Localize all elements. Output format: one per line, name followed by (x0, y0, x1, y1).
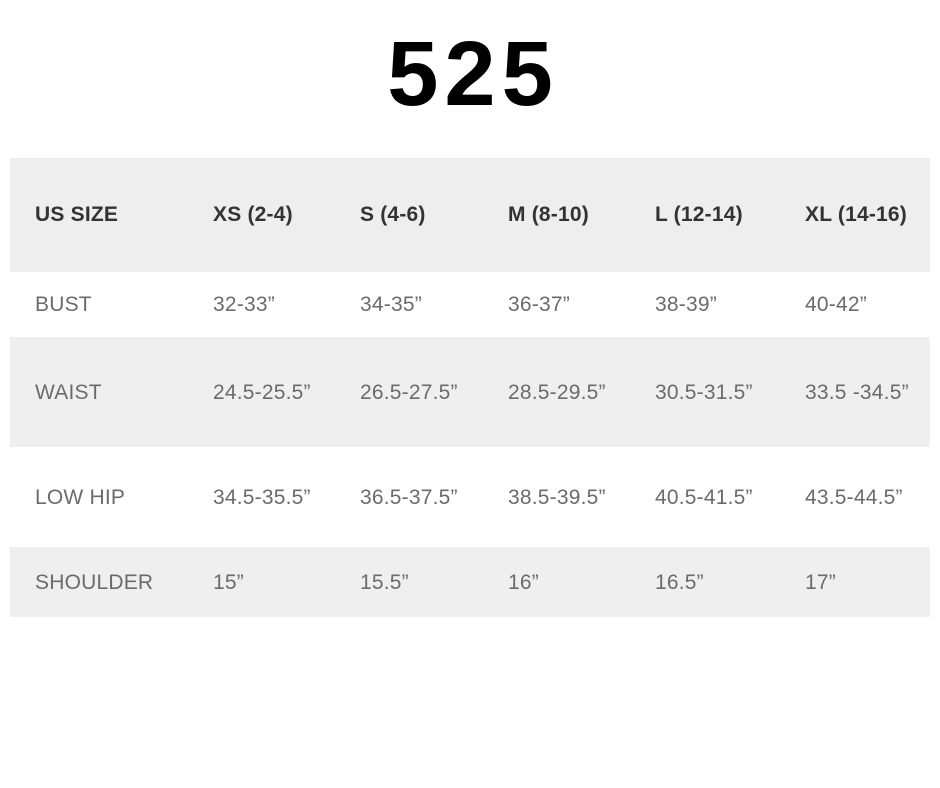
column-header-xl: XL (14-16) (805, 203, 907, 226)
row-label-bust: BUST (35, 293, 92, 316)
cell-bust-s: 34-35” (360, 293, 422, 316)
cell-low-hip-m: 38.5-39.5” (508, 485, 606, 509)
column-header-s: S (4-6) (360, 203, 426, 226)
brand-logo: 525 (387, 23, 559, 125)
cell-low-hip-xl: 43.5-44.5” (805, 485, 903, 509)
cell-shoulder-xs: 15” (213, 570, 244, 594)
cell-waist-m: 28.5-29.5” (508, 380, 606, 404)
cell-shoulder-s: 15.5” (360, 570, 409, 594)
cell-shoulder-m: 16” (508, 570, 539, 594)
table-row: SHOULDER 15” 15.5” 16” 16.5” 17” (10, 547, 930, 617)
cell-low-hip-xs: 34.5-35.5” (213, 485, 311, 509)
table-header: US SIZE XS (2-4) S (4-6) M (8-10) L (12-… (10, 158, 930, 272)
cell-bust-xl: 40-42” (805, 293, 867, 316)
cell-waist-xs: 24.5-25.5” (213, 380, 311, 404)
cell-bust-xs: 32-33” (213, 293, 275, 316)
table-row: BUST 32-33” 34-35” 36-37” 38-39” 40-42” (10, 272, 930, 337)
cell-waist-xl: 33.5 -34.5” (805, 380, 909, 404)
column-header-m: M (8-10) (508, 203, 589, 226)
size-chart-container: US SIZE XS (2-4) S (4-6) M (8-10) L (12-… (10, 158, 930, 617)
table-row: LOW HIP 34.5-35.5” 36.5-37.5” 38.5-39.5”… (10, 447, 930, 547)
header-row: US SIZE XS (2-4) S (4-6) M (8-10) L (12-… (10, 158, 930, 272)
table-row: WAIST 24.5-25.5” 26.5-27.5” 28.5-29.5” 3… (10, 337, 930, 447)
cell-low-hip-l: 40.5-41.5” (655, 485, 753, 509)
row-label-waist: WAIST (35, 380, 102, 404)
cell-waist-s: 26.5-27.5” (360, 380, 458, 404)
cell-low-hip-s: 36.5-37.5” (360, 485, 458, 509)
cell-shoulder-l: 16.5” (655, 570, 704, 594)
row-label-shoulder: SHOULDER (35, 570, 154, 594)
cell-bust-m: 36-37” (508, 293, 570, 316)
cell-shoulder-xl: 17” (805, 570, 836, 594)
table-body: BUST 32-33” 34-35” 36-37” 38-39” 40-42” … (10, 272, 930, 617)
cell-waist-l: 30.5-31.5” (655, 380, 753, 404)
size-chart-table: US SIZE XS (2-4) S (4-6) M (8-10) L (12-… (10, 158, 930, 617)
column-header-xs: XS (2-4) (213, 203, 293, 226)
cell-bust-l: 38-39” (655, 293, 717, 316)
column-header-us-size: US SIZE (35, 203, 119, 226)
column-header-l: L (12-14) (655, 203, 743, 226)
row-label-low-hip: LOW HIP (35, 485, 126, 509)
